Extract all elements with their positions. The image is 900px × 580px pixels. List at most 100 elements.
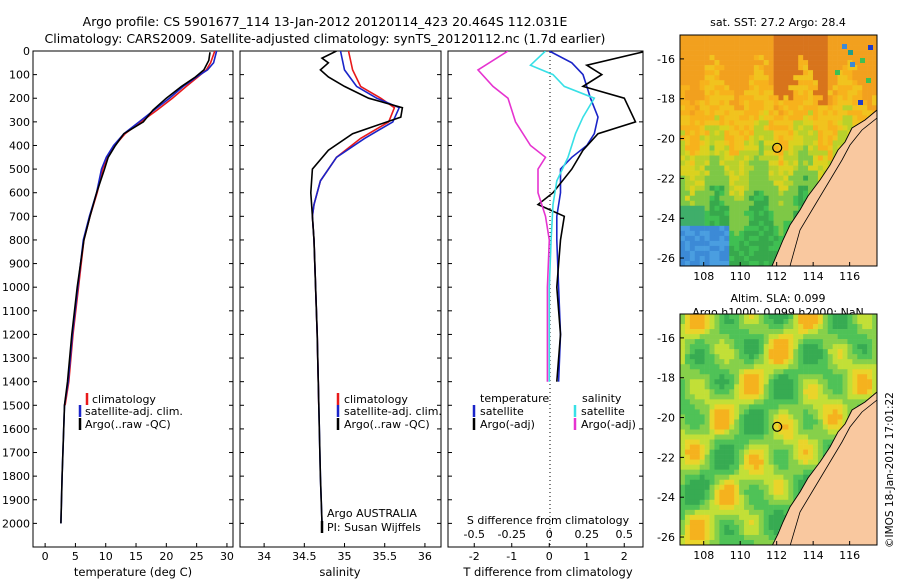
heatmap-cell: [837, 379, 843, 385]
heatmap-cell: [744, 424, 750, 430]
heatmap-cell: [808, 434, 814, 440]
y-tick-label: -20: [657, 133, 675, 146]
heatmap-cell: [689, 80, 696, 86]
heatmap-cell: [783, 90, 789, 96]
heatmap-cell: [758, 140, 765, 146]
temperature-difference-ticks: -2 -1 0 1 2: [469, 543, 628, 563]
heatmap-cell: [783, 55, 789, 61]
heatmap-cell: [763, 195, 769, 202]
heatmap-cell: [719, 35, 725, 41]
heatmap-cell: [803, 464, 809, 470]
heatmap-cell: [719, 230, 725, 237]
heatmap-cell: [788, 95, 794, 101]
heatmap-cell: [862, 65, 868, 71]
series-line-argo-salinity-: [476, 51, 551, 382]
heatmap-cell: [817, 354, 824, 360]
heatmap-cell: [793, 459, 799, 465]
heatmap-cell: [724, 344, 730, 350]
heatmap-cell: [758, 329, 765, 335]
heatmap-cell: [694, 230, 700, 237]
heatmap-cell: [832, 125, 838, 131]
heatmap-cell: [778, 55, 784, 61]
heatmap-cell: [680, 379, 686, 385]
heatmap-cell: [704, 459, 710, 465]
heatmap-cell: [699, 364, 705, 370]
heatmap-cell: [842, 135, 848, 141]
heatmap-cell: [699, 504, 705, 511]
heatmap-cell: [763, 185, 769, 191]
heatmap-cell: [699, 474, 705, 481]
heatmap-cell: [739, 449, 745, 455]
heatmap-cell: [822, 359, 829, 365]
heatmap-cell: [729, 210, 735, 217]
heatmap-cell: [684, 245, 691, 252]
heatmap-cell: [773, 339, 779, 345]
heatmap-cell: [773, 115, 779, 121]
legend-label-satellite: satellite-adj. clim.: [85, 405, 183, 418]
heatmap-cell: [714, 379, 720, 385]
heatmap-cell: [699, 175, 705, 181]
heatmap-cell: [763, 65, 769, 71]
heatmap-cell: [729, 539, 735, 545]
heatmap-cell: [773, 50, 779, 56]
heatmap-cell: [748, 170, 755, 176]
heatmap-cell: [867, 70, 873, 76]
heatmap-cell: [719, 489, 725, 496]
heatmap-cell: [694, 439, 700, 445]
heatmap-cell: [793, 55, 799, 61]
y-tick-label: -26: [657, 252, 675, 265]
heatmap-cell: [827, 135, 833, 141]
heatmap-cell: [763, 255, 769, 262]
heatmap-cell: [758, 319, 765, 325]
heatmap-cell: [798, 60, 804, 66]
heatmap-cell: [793, 419, 799, 425]
heatmap-cell: [709, 40, 715, 46]
heatmap-cell: [788, 40, 794, 46]
heatmap-cell: [729, 384, 735, 390]
heatmap-cell: [699, 45, 705, 51]
heatmap-cell: [798, 110, 804, 116]
heatmap-cell: [862, 100, 868, 106]
heatmap-cell: [689, 65, 696, 71]
heatmap-cell: [680, 170, 686, 176]
heatmap-cell: [684, 434, 691, 440]
heatmap-cell: [783, 110, 789, 116]
heatmap-cell: [699, 444, 705, 450]
heatmap-cell: [689, 374, 696, 380]
heatmap-cell: [704, 70, 710, 76]
heatmap-cell: [753, 314, 760, 320]
heatmap-cell: [734, 105, 740, 111]
heatmap-cell: [773, 125, 779, 131]
heatmap-cell: [832, 50, 838, 56]
heatmap-cell: [822, 70, 829, 76]
heatmap-cell: [808, 55, 814, 61]
heatmap-cell: [783, 135, 789, 141]
heatmap-cell: [867, 50, 873, 56]
heatmap-cell: [680, 235, 686, 242]
heatmap-cell: [694, 449, 700, 455]
heatmap-cell: [724, 240, 730, 247]
heatmap-cell: [719, 180, 725, 186]
heatmap-cell: [753, 419, 760, 425]
heatmap-cell: [734, 225, 740, 232]
heatmap-cell: [734, 429, 740, 435]
heatmap-cell: [709, 110, 715, 116]
heatmap-cell: [778, 40, 784, 46]
heatmap-cell: [867, 359, 873, 365]
heatmap-cell: [753, 125, 760, 131]
heatmap-cell: [699, 170, 705, 176]
heatmap-cell: [748, 165, 755, 171]
heatmap-cell: [744, 150, 750, 156]
heatmap-cell: [773, 529, 779, 536]
heatmap-cell: [773, 245, 779, 252]
heatmap-cell: [803, 195, 809, 202]
heatmap-cell: [748, 499, 755, 506]
heatmap-cell: [798, 324, 804, 330]
heatmap-cell: [822, 130, 829, 136]
heatmap-cell: [783, 200, 789, 207]
heatmap-cell: [842, 50, 848, 56]
heatmap-cell: [699, 359, 705, 365]
heatmap-cell: [827, 344, 833, 350]
heatmap-cell: [744, 429, 750, 435]
heatmap-cell: [832, 414, 838, 420]
